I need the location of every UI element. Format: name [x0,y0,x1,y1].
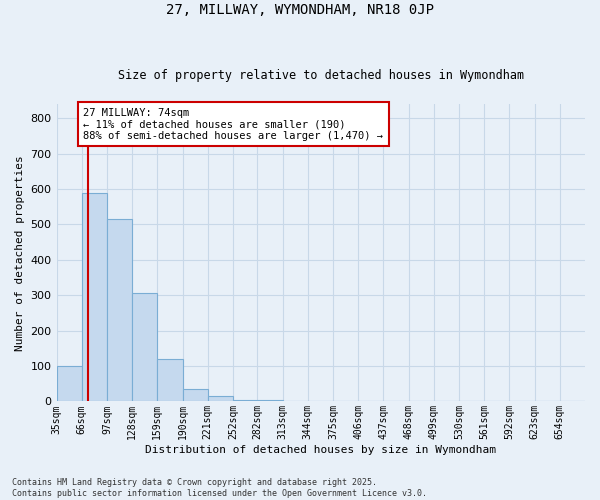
Title: Size of property relative to detached houses in Wymondham: Size of property relative to detached ho… [118,69,524,82]
Bar [233,400,257,402]
Text: 27, MILLWAY, WYMONDHAM, NR18 0JP: 27, MILLWAY, WYMONDHAM, NR18 0JP [166,2,434,16]
Bar [283,400,308,402]
Text: 27 MILLWAY: 74sqm
← 11% of detached houses are smaller (190)
88% of semi-detache: 27 MILLWAY: 74sqm ← 11% of detached hous… [83,108,383,140]
Bar [157,359,182,402]
X-axis label: Distribution of detached houses by size in Wymondham: Distribution of detached houses by size … [145,445,496,455]
Y-axis label: Number of detached properties: Number of detached properties [15,155,25,350]
Text: Contains HM Land Registry data © Crown copyright and database right 2025.
Contai: Contains HM Land Registry data © Crown c… [12,478,427,498]
Bar [82,192,107,402]
Bar [56,366,82,402]
Bar [208,396,233,402]
Bar [132,294,157,402]
Bar [257,400,283,402]
Bar [107,219,132,402]
Bar [182,389,208,402]
